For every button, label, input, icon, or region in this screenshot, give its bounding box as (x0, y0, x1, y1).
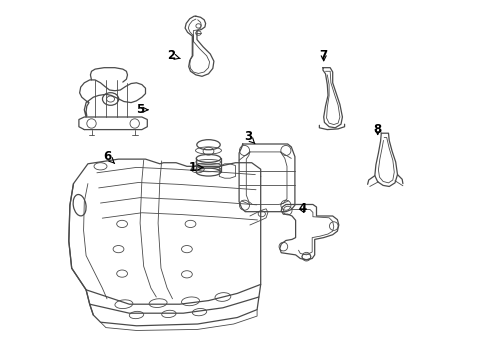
Text: 2: 2 (166, 49, 180, 62)
Text: 5: 5 (136, 103, 147, 116)
Text: 8: 8 (373, 123, 381, 136)
Text: 3: 3 (244, 130, 254, 144)
Text: 1: 1 (188, 161, 203, 174)
Text: 7: 7 (319, 49, 327, 62)
Text: 6: 6 (103, 150, 114, 163)
Text: 4: 4 (297, 202, 305, 215)
